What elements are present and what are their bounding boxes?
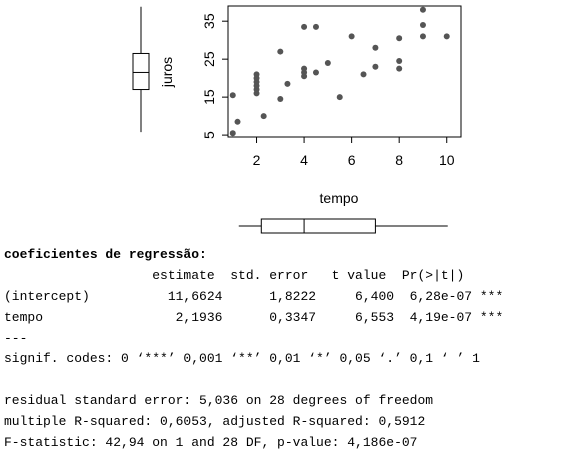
r-squared: multiple R-squared: 0,6053, adjusted R-s… [4,414,426,429]
data-point [229,92,236,99]
regression-header: estimate std. error t value Pr(>|t|) [4,268,465,283]
f-statistic: F-statistic: 42,94 on 1 and 28 DF, p-val… [4,435,418,450]
regression-row-intercept: (intercept) 11,6624 1,8222 6,400 6,28e-0… [4,289,504,304]
data-point [348,33,355,40]
data-points [229,6,450,137]
data-point [372,63,379,70]
x-tick-label: 4 [300,152,308,168]
data-point [277,96,284,103]
x-boxplot [238,218,448,234]
data-point [396,35,403,42]
significance-codes: signif. codes: 0 ‘***’ 0,001 ‘**’ 0,01 ‘… [4,351,480,366]
data-point [312,23,319,30]
y-tick-label: 35 [201,13,217,29]
y-axis-label: juros [159,57,175,88]
data-point [360,71,367,78]
data-point [419,33,426,40]
data-point [260,113,267,120]
regression-title: coeficientes de regressão: [4,247,207,262]
x-tick-label: 2 [253,152,261,168]
data-point [277,48,284,55]
plot-frame [227,5,462,138]
data-point [234,118,241,125]
y-tick-label: 5 [201,131,217,139]
data-point [284,80,291,87]
data-point [396,65,403,72]
x-tick-label: 6 [348,152,356,168]
data-point [301,23,308,30]
boxplot-box [132,52,150,91]
x-tick-label: 8 [395,152,403,168]
residual-standard-error: residual standard error: 5,036 on 28 deg… [4,393,434,408]
data-point [419,6,426,13]
boxplot-box [260,218,376,234]
data-point [312,69,319,76]
data-point [253,71,260,78]
data-point [372,44,379,51]
scatter-plot: 2 4 6 8 10 5 15 25 35 tempo juros [132,5,462,234]
data-point [229,130,236,137]
data-point [396,58,403,65]
x-axis-label: tempo [320,190,359,206]
data-point [336,94,343,101]
x-axis: 2 4 6 8 10 [253,137,455,168]
data-point [301,65,308,72]
data-point [443,33,450,40]
y-tick-label: 15 [201,89,217,105]
regression-row-tempo: tempo 2,1936 0,3347 6,553 4,19e-07 *** [4,310,504,325]
y-axis: 5 15 25 35 [201,13,228,139]
regression-separator: --- [4,331,28,346]
y-tick-label: 25 [201,51,217,67]
data-point [324,59,331,66]
data-point [419,21,426,28]
y-boxplot [132,6,150,133]
x-tick-label: 10 [439,152,455,168]
